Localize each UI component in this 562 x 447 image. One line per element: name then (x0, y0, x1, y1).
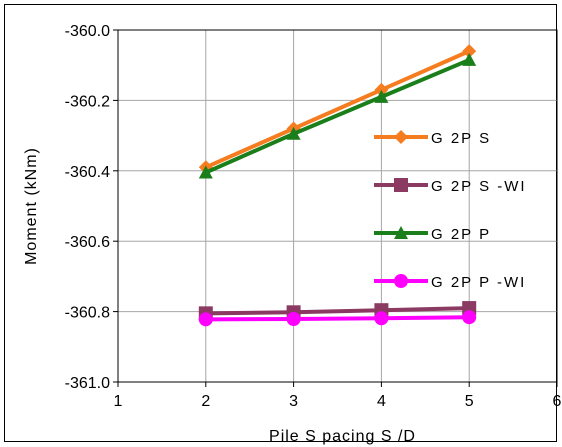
series-g2pp (198, 52, 477, 179)
series-group (198, 44, 477, 327)
x-tick-label: 4 (377, 393, 386, 410)
x-axis-ticks: 1 2 3 4 5 6 (114, 382, 562, 410)
chart-frame (4, 4, 557, 442)
plot-area (117, 29, 558, 383)
x-tick-label: 2 (201, 393, 210, 410)
series-g2pp-wi (198, 310, 477, 327)
y-tick-label: -360.4 (65, 164, 110, 181)
y-tick-label: -360.0 (65, 23, 110, 40)
legend-marker (394, 130, 408, 144)
legend-marker (394, 178, 408, 192)
y-tick-label: -360.8 (65, 305, 110, 322)
series-line (204, 49, 471, 170)
data-point (198, 165, 213, 179)
data-point (286, 311, 301, 326)
series-g2ps (198, 44, 477, 175)
x-tick-label: 1 (114, 393, 123, 410)
legend-item: G 2P S (374, 130, 491, 147)
legend-marker (394, 274, 408, 288)
data-point (374, 89, 389, 103)
series-line (205, 315, 470, 322)
legend-item: G 2P P (374, 226, 491, 243)
legend-marker (394, 226, 408, 239)
legend: G 2P S G 2P S -WI G 2P P G 2P P -WI (374, 130, 527, 291)
data-point (374, 311, 389, 326)
y-tick-label: -360.2 (65, 93, 110, 110)
data-point (462, 310, 477, 325)
data-point (462, 52, 477, 66)
data-point (286, 126, 301, 140)
y-tick-label: -361.0 (65, 375, 110, 392)
series-line (204, 58, 470, 175)
x-tick-label: 3 (289, 393, 298, 410)
legend-label: G 2P S -WI (431, 178, 527, 195)
series-line (205, 306, 470, 316)
x-tick-label: 5 (465, 393, 474, 410)
y-axis-ticks: -360.0 -360.2 -360.4 -360.6 -360.8 -361.0 (65, 23, 118, 392)
y-axis-label: Moment (kNm) (23, 147, 40, 265)
data-point (462, 44, 477, 59)
legend-item: G 2P P -WI (374, 274, 526, 291)
legend-label: G 2P P -WI (431, 274, 526, 291)
data-point (198, 312, 213, 327)
x-tick-label: 6 (553, 393, 562, 410)
grid-lines (117, 29, 558, 383)
legend-label: G 2P S (431, 130, 491, 147)
y-tick-label: -360.6 (65, 234, 110, 251)
x-axis-label: Pile S pacing S /D (269, 428, 416, 445)
legend-item: G 2P S -WI (374, 178, 527, 195)
legend-label: G 2P P (431, 226, 491, 243)
